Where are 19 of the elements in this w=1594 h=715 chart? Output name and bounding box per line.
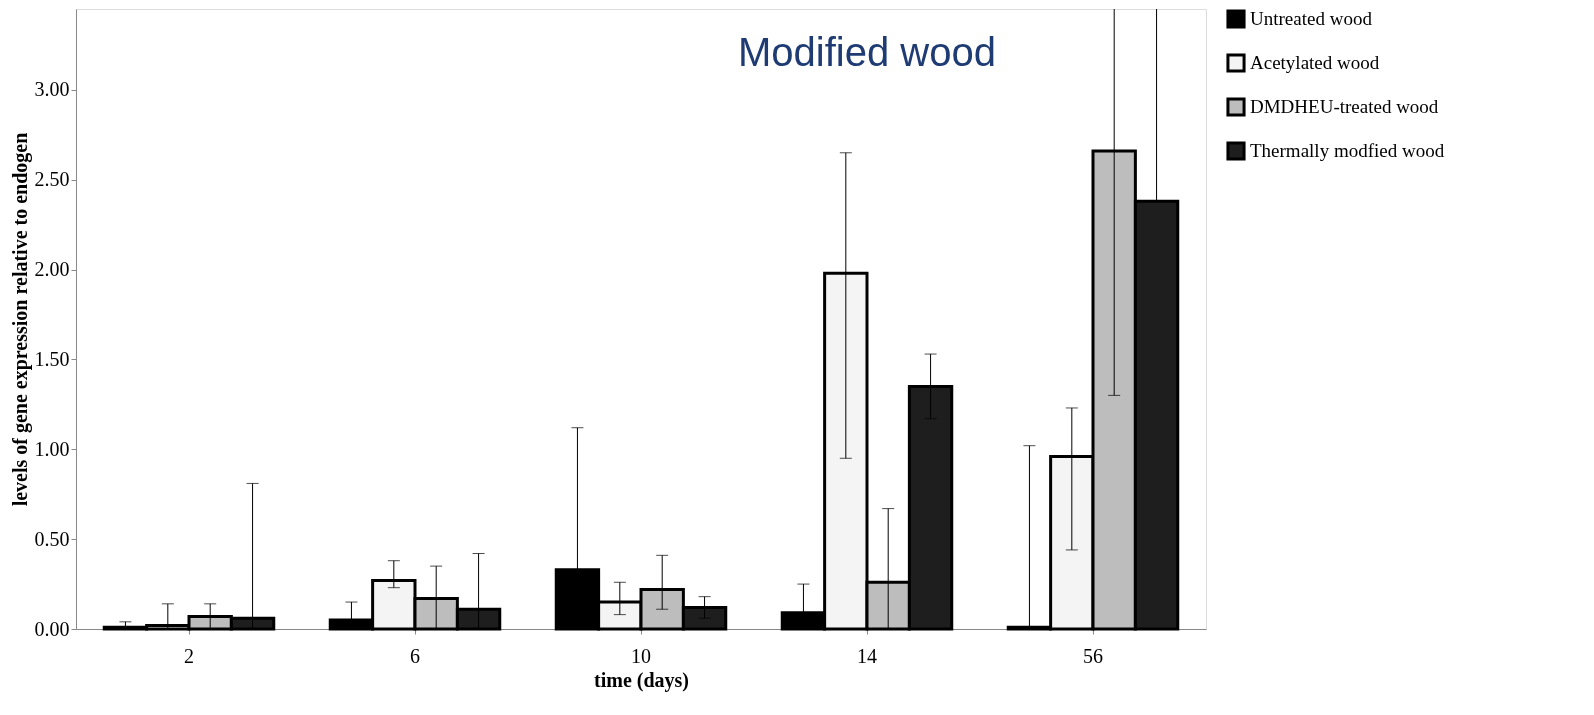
y-tick-label: 3.00 — [34, 78, 70, 101]
x-tick-label: 6 — [410, 644, 420, 667]
y-tick-label: 1.00 — [34, 437, 70, 460]
x-axis-title: time (days) — [594, 668, 689, 692]
annotation: Modified wood — [738, 30, 996, 74]
y-tick-label: 2.00 — [34, 258, 70, 281]
legend-label: Acetylated wood — [1250, 52, 1380, 73]
x-tick-label: 2 — [184, 644, 194, 667]
y-axis-title: levels of gene expression relative to endogen — [8, 132, 32, 507]
y-tick-label: 0.00 — [34, 617, 70, 640]
legend-label: DMDHEU-treated wood — [1250, 96, 1439, 117]
x-tick-label: 10 — [631, 644, 651, 667]
y-tick-label: 2.50 — [34, 168, 70, 191]
x-tick-label: 14 — [857, 644, 877, 667]
y-tick-label: 1.50 — [34, 347, 70, 370]
legend-label: Thermally modfied wood — [1250, 140, 1445, 161]
legend-label: Untreated wood — [1250, 8, 1373, 29]
x-tick-label: 56 — [1083, 644, 1103, 667]
y-tick-label: 0.50 — [34, 527, 70, 550]
